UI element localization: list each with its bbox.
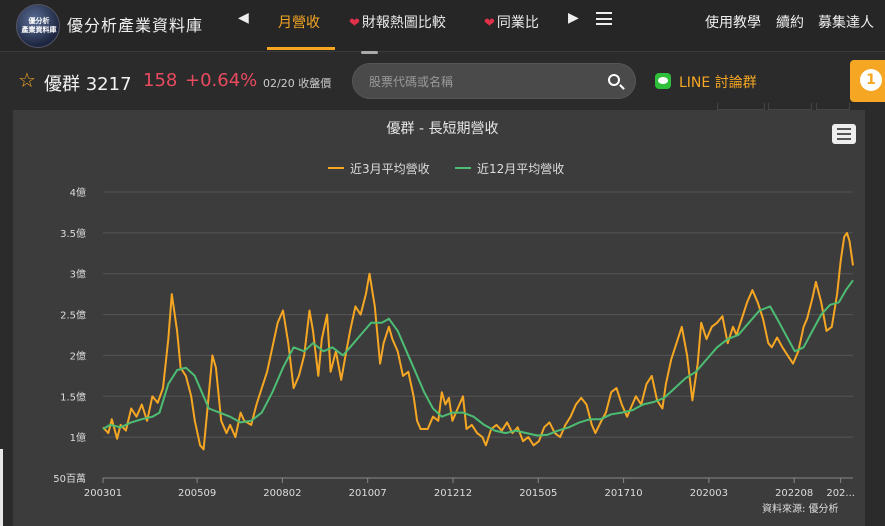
- line-app-icon[interactable]: [655, 73, 671, 89]
- nav-next-arrow-icon[interactable]: ▶: [568, 10, 579, 26]
- stock-price: 158: [143, 70, 178, 91]
- hidden-tab: [768, 103, 812, 110]
- stock-change: +0.64%: [185, 70, 258, 91]
- x-tick-label: 202003: [690, 488, 728, 499]
- tab-scroll-indicator: [361, 51, 378, 54]
- x-tick-label: 202...: [826, 488, 855, 499]
- tab-peer-compare-label: 同業比: [496, 15, 539, 31]
- x-tick-label: 200509: [178, 488, 216, 499]
- notification-tab[interactable]: 1: [850, 60, 885, 102]
- link-renew[interactable]: 續約: [776, 15, 804, 31]
- active-tab-indicator: [267, 47, 335, 50]
- heart-icon: ❤: [349, 16, 360, 31]
- series-line-12m-average[interactable]: [102, 279, 854, 437]
- x-tick-label: 201007: [349, 488, 387, 499]
- link-tutorial[interactable]: 使用教學: [705, 15, 761, 31]
- y-tick-label: 4億: [70, 186, 86, 199]
- hamburger-menu-icon[interactable]: [596, 12, 612, 25]
- tab-monthly-revenue[interactable]: 月營收: [278, 15, 320, 31]
- legend-label-3m: 近3月平均營收: [350, 162, 430, 176]
- hidden-tab: [717, 103, 765, 110]
- y-tick-label: 50百萬: [53, 472, 86, 485]
- chart-menu-icon[interactable]: [832, 124, 856, 144]
- top-nav-bar: 優分析 產業資料庫 優分析產業資料庫 ◀ 月營收 ❤ 財報熱圖比較 ❤ 同業比 ▶ 使…: [0, 0, 885, 52]
- legend-item-12m[interactable]: 近12月平均營收: [455, 160, 564, 177]
- y-tick-label: 2億: [70, 349, 86, 362]
- site-title[interactable]: 優分析產業資料庫: [67, 16, 204, 35]
- y-tick-label: 3億: [70, 268, 86, 281]
- series-line-3m-average[interactable]: [102, 231, 854, 451]
- stock-name: 優群 3217: [44, 74, 132, 95]
- favorite-star-icon[interactable]: ☆: [18, 68, 36, 92]
- chart-title: 優群 - 長短期營收: [386, 121, 499, 137]
- y-tick-label: 3.5億: [60, 227, 86, 240]
- chart-source: 資料來源: 優分析: [762, 504, 839, 515]
- y-tick-label: 1億: [70, 431, 86, 444]
- page-edge: [0, 449, 3, 526]
- logo-text: 優分析 產業資料庫: [21, 17, 57, 34]
- link-fundraise-expert[interactable]: 募集達人: [818, 15, 874, 31]
- nav-prev-arrow-icon[interactable]: ◀: [238, 10, 249, 26]
- x-tick-label: 201505: [519, 488, 557, 499]
- search-icon[interactable]: [608, 74, 620, 86]
- y-tick-label: 2.5億: [60, 309, 86, 322]
- tab-peer-compare[interactable]: ❤ 同業比: [484, 12, 539, 32]
- legend-swatch-3m: [328, 166, 344, 169]
- tab-financial-heatmap[interactable]: ❤ 財報熱圖比較: [349, 12, 446, 32]
- x-tick-label: 201212: [434, 488, 472, 499]
- notification-count: 1: [860, 69, 882, 91]
- legend-label-12m: 近12月平均營收: [477, 162, 565, 176]
- site-logo[interactable]: 優分析 產業資料庫: [16, 4, 60, 48]
- x-tick-label: 200802: [263, 488, 301, 499]
- line-group-link[interactable]: LINE 討論群: [679, 75, 757, 91]
- stock-search-box: [352, 63, 636, 99]
- legend-item-3m[interactable]: 近3月平均營收: [328, 160, 430, 177]
- stock-date-label: 02/20 收盤價: [263, 77, 332, 90]
- tab-financial-heatmap-label: 財報熱圖比較: [361, 15, 446, 31]
- y-tick-label: 1.5億: [60, 390, 86, 403]
- x-tick-label: 201710: [604, 488, 642, 499]
- x-tick-label: 200301: [84, 488, 122, 499]
- heart-icon: ❤: [484, 16, 495, 31]
- legend-swatch-12m: [455, 166, 471, 169]
- hidden-tab: [816, 103, 850, 110]
- search-input[interactable]: [369, 73, 599, 91]
- x-tick-label: 202208: [775, 488, 813, 499]
